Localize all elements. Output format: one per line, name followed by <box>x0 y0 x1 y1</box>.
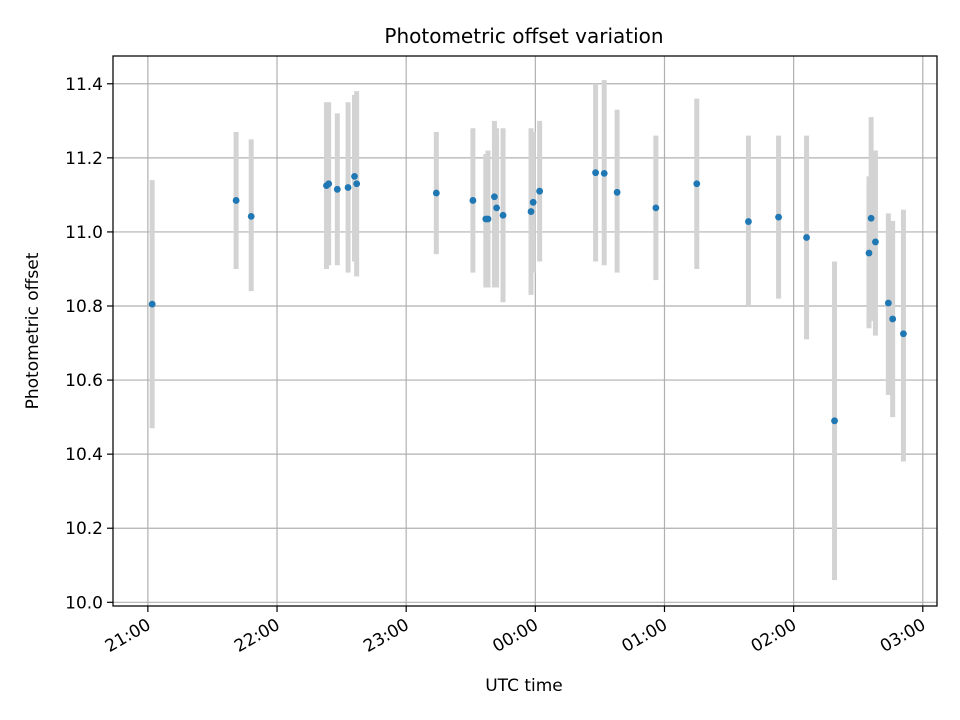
data-point <box>469 197 477 204</box>
data-point <box>432 189 440 197</box>
data-point <box>529 198 537 206</box>
data-point <box>889 315 897 323</box>
data-point <box>872 238 879 246</box>
data-point <box>353 180 361 188</box>
data-point <box>745 218 752 225</box>
data-point <box>600 170 608 177</box>
y-axis: 10.0 10.2 10.4 10.6 10.8 11.0 11.2 11.4 <box>65 75 113 613</box>
plot-frame <box>112 55 938 607</box>
x-axis-label: UTC time <box>485 676 563 696</box>
data-point <box>333 185 341 193</box>
data-point <box>344 184 352 191</box>
data-point <box>351 172 358 180</box>
y-tick-label: 11.4 <box>65 75 103 95</box>
data-point <box>493 204 500 212</box>
data-point <box>775 213 782 221</box>
data-point <box>499 211 507 219</box>
data-point <box>148 300 156 308</box>
data-point <box>652 204 660 212</box>
data-point <box>491 193 498 201</box>
chart-title: Photometric offset variation <box>384 24 663 48</box>
data-point <box>803 234 810 241</box>
data-point <box>693 180 701 188</box>
data-point <box>867 214 875 222</box>
y-tick-label: 11.2 <box>65 149 103 169</box>
data-point <box>831 417 838 425</box>
y-tick-label: 10.2 <box>65 519 103 539</box>
data-point <box>884 299 892 307</box>
y-tick-label: 10.4 <box>65 445 103 465</box>
data-point <box>527 208 535 215</box>
data-point <box>325 180 333 188</box>
data-point <box>232 197 240 204</box>
y-tick-label: 10.6 <box>65 371 103 391</box>
data-point <box>484 215 492 223</box>
y-tick-label: 11.0 <box>65 223 103 243</box>
data-point <box>865 249 873 257</box>
data-point <box>900 330 907 338</box>
data-point <box>613 188 621 196</box>
y-axis-label: Photometric offset <box>23 252 43 409</box>
y-tick-label: 10.8 <box>65 297 103 317</box>
data-point <box>592 169 600 177</box>
y-tick-label: 10.0 <box>65 593 103 613</box>
data-point <box>536 187 544 195</box>
data-point <box>247 212 255 220</box>
data-points <box>148 169 907 425</box>
